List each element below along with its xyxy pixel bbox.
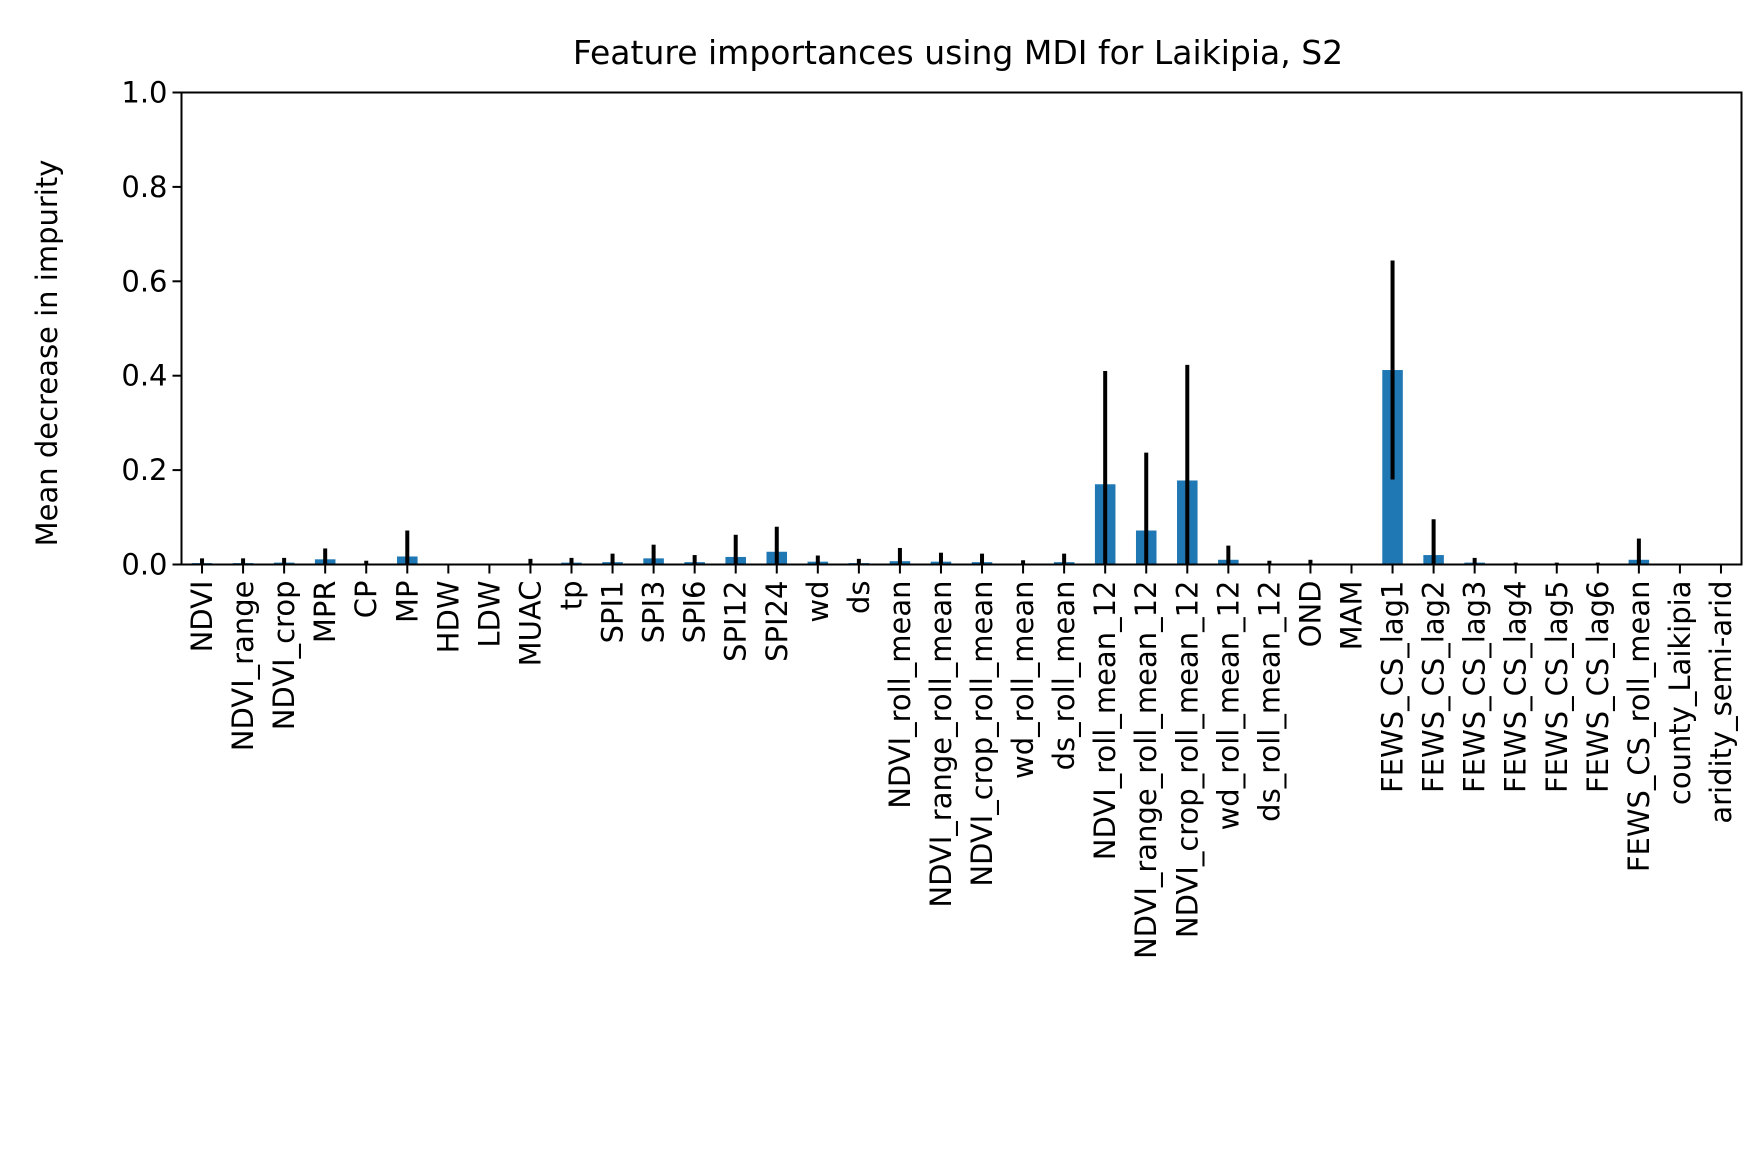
x-tick-label: FEWS_CS_lag6 (1581, 581, 1615, 793)
x-tick-label: FEWS_CS_lag3 (1458, 581, 1492, 793)
y-tick-label: 0.6 (121, 264, 167, 298)
bars (191, 370, 1650, 565)
x-tick-label: ds (842, 581, 876, 615)
y-tick-label: 0.8 (121, 170, 167, 204)
y-axis-ticks: 0.0 0.2 0.4 0.6 0.8 1.0 (121, 76, 182, 582)
x-tick-label: SPI6 (678, 581, 712, 644)
error-bars (200, 260, 1641, 565)
x-tick-label: NDVI_crop_roll_mean_12 (1170, 581, 1204, 939)
x-tick-label: MPR (308, 581, 342, 644)
x-tick-label: wd_roll_mean (1006, 581, 1040, 780)
y-tick-label: 0.4 (121, 359, 167, 393)
y-tick-label: 0.2 (121, 453, 167, 487)
y-tick-label: 0.0 (121, 548, 167, 582)
x-tick-label: SPI3 (637, 581, 671, 644)
x-tick-label: FEWS_CS_lag5 (1540, 581, 1574, 793)
x-tick-label: MUAC (513, 581, 547, 667)
x-tick-label: FEWS_CS_lag2 (1417, 581, 1451, 793)
x-tick-label: OND (1293, 581, 1327, 648)
x-tick-label: NDVI_range_roll_mean_12 (1129, 581, 1163, 960)
x-tick-label: MAM (1335, 581, 1369, 651)
x-tick-label: HDW (431, 581, 465, 654)
y-tick-label: 1.0 (121, 76, 167, 110)
chart-title: Feature importances using MDI for Laikip… (573, 33, 1343, 72)
x-tick-label: wd (801, 581, 835, 623)
plot-frame (180, 91, 1743, 566)
x-tick-label: NDVI_range_roll_mean (924, 580, 958, 907)
x-tick-label: aridity_semi-arid (1704, 581, 1738, 824)
x-tick-label: ds_roll_mean_12 (1252, 581, 1286, 822)
x-tick-label: FEWS_CS_roll_mean (1622, 581, 1656, 873)
x-tick-label: CP (349, 581, 383, 619)
x-tick-label: county_Laikipia (1663, 581, 1697, 806)
x-tick-label: NDVI_roll_mean (883, 581, 917, 809)
x-tick-label: NDVI_roll_mean_12 (1088, 581, 1122, 861)
x-tick-label: ds_roll_mean (1047, 581, 1081, 771)
x-tick-label: SPI24 (760, 581, 794, 662)
x-tick-label: MP (390, 581, 424, 624)
x-tick-label: FEWS_CS_lag4 (1499, 581, 1533, 793)
x-tick-label: SPI12 (719, 581, 753, 662)
x-tick-label: wd_roll_mean_12 (1211, 581, 1245, 831)
x-tick-label: tp (555, 581, 589, 611)
y-axis-label: Mean decrease in impurity (30, 160, 64, 547)
x-axis-ticks: NDVI NDVI_range NDVI_crop MPR CP MP HDW LDW MUAC… (185, 564, 1738, 960)
x-tick-label: FEWS_CS_lag1 (1376, 581, 1410, 793)
x-tick-label: NDVI_range (226, 581, 260, 752)
x-tick-label: LDW (472, 581, 506, 648)
x-tick-label: SPI1 (596, 581, 630, 644)
x-tick-label: NDVI_crop (267, 581, 301, 731)
x-tick-label: NDVI (185, 581, 219, 653)
x-tick-label: NDVI_crop_roll_mean (965, 581, 999, 887)
